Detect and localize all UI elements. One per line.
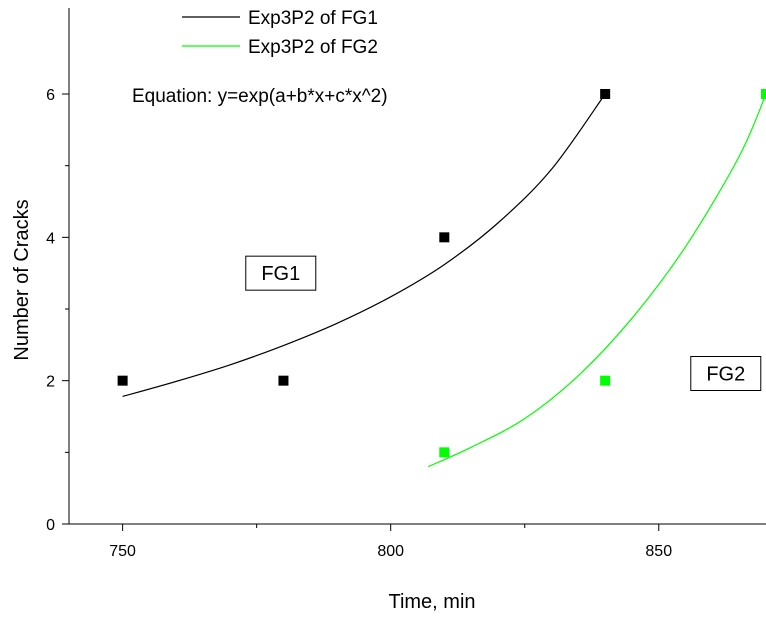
fit-lines	[122, 93, 766, 468]
legend-label-0: Exp3P2 of FG1	[248, 8, 378, 29]
fit-curve-fg2	[427, 93, 766, 468]
y-tick-label: 4	[46, 230, 55, 247]
y-axis-label: Number of Cracks	[11, 199, 33, 360]
data-point-fg1-0	[117, 375, 128, 386]
x-tick-label: 750	[109, 543, 136, 560]
axes: 750 800 850 0 2 4 6 Time, min Number of Cracks	[11, 8, 766, 613]
x-axis-label: Time, min	[388, 591, 475, 613]
y-tick-label: 2	[46, 374, 55, 391]
annotations: Equation: y=exp(a+b*x+c*x^2) FG1 FG2	[132, 86, 762, 391]
data-markers	[117, 89, 766, 458]
legend-label-1: Exp3P2 of FG2	[248, 37, 378, 58]
y-tick-label: 0	[46, 517, 55, 534]
series-label-box-1	[690, 356, 762, 391]
fit-curve-fg1	[122, 93, 606, 398]
x-tick-label: 800	[377, 543, 404, 560]
legend: Exp3P2 of FG1 Exp3P2 of FG2	[182, 8, 378, 58]
equation-label: Equation: y=exp(a+b*x+c*x^2)	[132, 86, 388, 107]
data-point-fg1-2	[439, 232, 450, 243]
data-point-fg2-0	[439, 447, 450, 458]
data-point-fg1-3	[600, 89, 611, 99]
x-tick-label: 850	[645, 543, 672, 560]
data-point-fg2-1	[600, 375, 611, 386]
y-tick-label: 6	[46, 87, 55, 104]
series-label-0: FG1	[261, 263, 300, 285]
series-label-box-0	[245, 255, 317, 291]
data-point-fg2-2	[761, 89, 766, 99]
data-point-fg1-1	[278, 375, 289, 386]
series-label-1: FG2	[706, 364, 745, 386]
